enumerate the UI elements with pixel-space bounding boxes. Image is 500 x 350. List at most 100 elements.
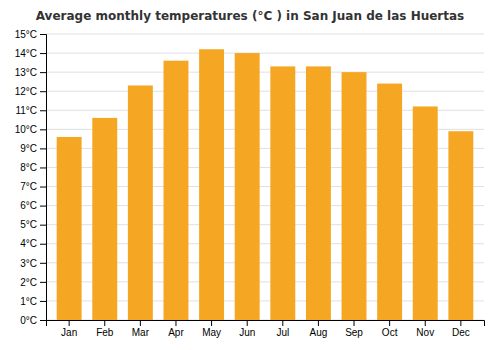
tick: 15°C: [15, 29, 46, 40]
bar: [199, 49, 224, 320]
tick-mark: [40, 148, 46, 149]
tick-label: 12°C: [15, 86, 37, 97]
tick-mark: [40, 72, 46, 73]
tick-mark: [69, 320, 70, 326]
tick-mark: [104, 320, 105, 326]
tick: 2°C: [20, 277, 46, 288]
tick: 11°C: [15, 105, 46, 116]
tick-label: Nov: [416, 327, 434, 338]
bar: [448, 131, 473, 320]
tick-mark: [40, 282, 46, 283]
x-axis: JanFebMarAprMayJunJulAugSepOctNovDec: [47, 320, 485, 338]
tick: 12°C: [15, 86, 46, 97]
grid-line: [46, 72, 484, 73]
tick: 6°C: [20, 200, 46, 211]
bar: [164, 61, 189, 320]
tick: 0°C: [20, 315, 46, 326]
tick: 5°C: [20, 219, 46, 230]
tick-label: Oct: [382, 327, 398, 338]
tick: May: [202, 320, 221, 338]
tick-label: 7°C: [20, 181, 37, 192]
axis-line: [47, 321, 485, 327]
tick-label: Feb: [96, 327, 114, 338]
bar: [413, 106, 438, 320]
tick-label: 8°C: [20, 162, 37, 173]
tick-mark: [40, 129, 46, 130]
tick-label: 11°C: [15, 105, 37, 116]
grid-line: [46, 91, 484, 92]
bar: [377, 84, 402, 320]
tick-label: Aug: [310, 327, 328, 338]
tick-mark: [425, 320, 426, 326]
tick-label: Jan: [61, 327, 77, 338]
tick-mark: [40, 53, 46, 54]
tick-label: 2°C: [20, 277, 37, 288]
tick-mark: [40, 34, 46, 35]
tick: 14°C: [15, 48, 46, 59]
tick-mark: [40, 187, 46, 188]
chart: Average monthly temperatures (°C ) in Sa…: [0, 0, 500, 350]
tick-mark: [40, 91, 46, 92]
bar: [306, 66, 331, 320]
tick: Dec: [452, 320, 470, 338]
bar: [342, 72, 367, 320]
grid: [46, 34, 484, 320]
tick-label: 5°C: [20, 219, 37, 230]
tick-label: 10°C: [15, 124, 37, 135]
tick-mark: [40, 301, 46, 302]
tick: 10°C: [15, 124, 46, 135]
tick-label: Mar: [132, 327, 150, 338]
tick: Oct: [382, 320, 398, 338]
axis-line: [40, 35, 47, 321]
tick: 9°C: [20, 143, 46, 154]
bar: [270, 66, 295, 320]
tick: Jan: [61, 320, 77, 338]
tick-mark: [282, 320, 283, 326]
tick-mark: [140, 320, 141, 326]
tick: Feb: [96, 320, 114, 338]
tick-mark: [175, 320, 176, 326]
tick-label: 4°C: [20, 238, 37, 249]
tick-label: 13°C: [15, 67, 37, 78]
tick: Nov: [416, 320, 434, 338]
tick-label: Jul: [276, 327, 289, 338]
tick-mark: [40, 225, 46, 226]
tick: Apr: [168, 320, 184, 338]
tick-mark: [460, 320, 461, 326]
tick-label: Sep: [345, 327, 363, 338]
tick-label: Apr: [168, 327, 184, 338]
tick-label: 0°C: [20, 315, 37, 326]
tick-label: 9°C: [20, 143, 37, 154]
tick-mark: [211, 320, 212, 326]
bar: [57, 137, 82, 320]
tick-label: 14°C: [15, 48, 37, 59]
tick-mark: [354, 320, 355, 326]
title: Average monthly temperatures (°C ) in Sa…: [36, 9, 465, 23]
grid-line: [46, 34, 484, 35]
tick: Sep: [345, 320, 363, 338]
tick-mark: [318, 320, 319, 326]
tick: 1°C: [20, 296, 46, 307]
tick: 8°C: [20, 162, 46, 173]
bars: [57, 49, 474, 320]
tick-mark: [40, 263, 46, 264]
tick-label: 15°C: [15, 29, 37, 40]
tick-mark: [40, 167, 46, 168]
bar: [128, 85, 153, 320]
plot: 0°C 1°C 2°C 3°C 4°C 5°C 6°C 7°C 8°C 9°C 10°C 11°C 12…: [15, 29, 485, 338]
tick: Aug: [310, 320, 328, 338]
tick: Jul: [276, 320, 289, 338]
tick-mark: [40, 206, 46, 207]
tick: Mar: [132, 320, 150, 338]
tick: 4°C: [20, 238, 46, 249]
tick: 13°C: [15, 67, 46, 78]
tick-mark: [40, 320, 46, 321]
tick-label: 1°C: [20, 296, 37, 307]
tick-label: May: [202, 327, 221, 338]
tick-mark: [247, 320, 248, 326]
grid-line: [46, 53, 484, 54]
tick-label: 3°C: [20, 258, 37, 269]
tick-mark: [389, 320, 390, 326]
y-axis: 0°C 1°C 2°C 3°C 4°C 5°C 6°C 7°C 8°C 9°C 10°C 11°C 12…: [15, 29, 47, 326]
tick-mark: [40, 110, 46, 111]
